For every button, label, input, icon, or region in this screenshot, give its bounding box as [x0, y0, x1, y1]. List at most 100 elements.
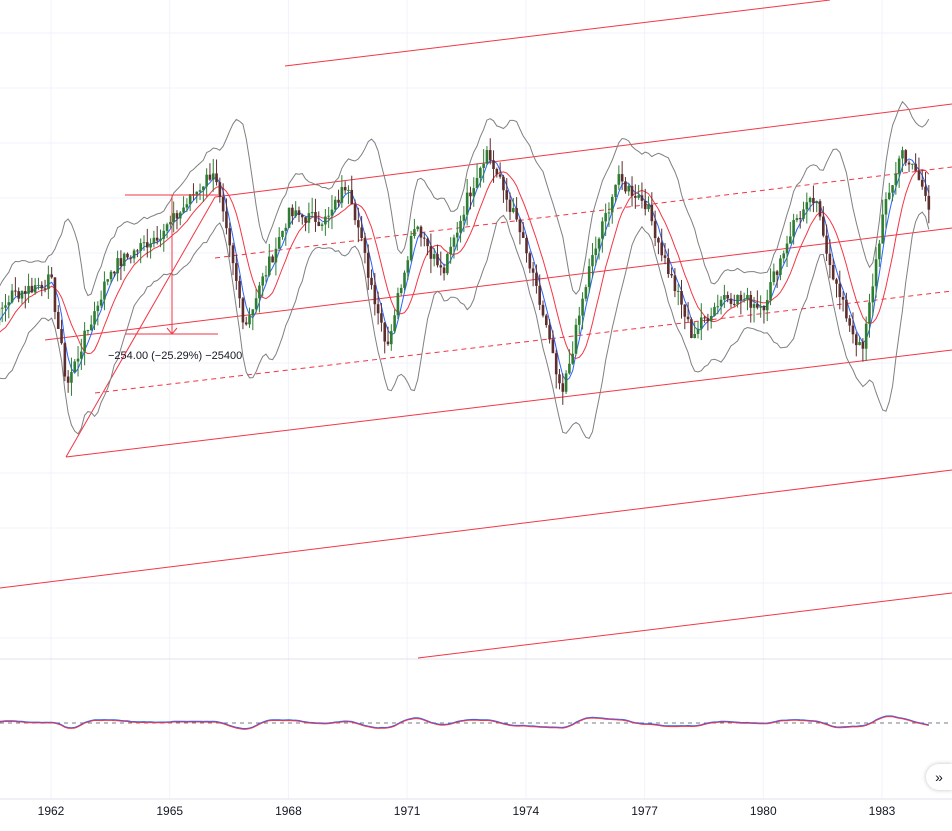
- candle-body[interactable]: [575, 325, 578, 354]
- candle-body[interactable]: [317, 222, 320, 226]
- candle-body[interactable]: [618, 174, 621, 185]
- candle-body[interactable]: [50, 274, 53, 277]
- candle-body[interactable]: [139, 243, 142, 251]
- candle-body[interactable]: [736, 295, 739, 304]
- candle-body[interactable]: [499, 174, 502, 176]
- candle-body[interactable]: [172, 213, 175, 222]
- candle-body[interactable]: [901, 150, 904, 158]
- candle-body[interactable]: [898, 158, 901, 173]
- candle-body[interactable]: [70, 372, 73, 383]
- candle-body[interactable]: [466, 193, 469, 215]
- candle-body[interactable]: [769, 282, 772, 300]
- candle-body[interactable]: [400, 288, 403, 293]
- candle-body[interactable]: [555, 353, 558, 374]
- candle-body[interactable]: [100, 300, 103, 306]
- candle-body[interactable]: [799, 218, 802, 219]
- candle-body[interactable]: [489, 150, 492, 160]
- candle-body[interactable]: [621, 174, 624, 181]
- candle-body[interactable]: [146, 242, 149, 247]
- candle-body[interactable]: [786, 244, 789, 254]
- candle-body[interactable]: [479, 168, 482, 178]
- candle-body[interactable]: [921, 180, 924, 187]
- candle-body[interactable]: [456, 233, 459, 238]
- candle-body[interactable]: [713, 307, 716, 316]
- candle-body[interactable]: [720, 300, 723, 306]
- candle-body[interactable]: [57, 312, 60, 329]
- candle-body[interactable]: [321, 224, 324, 226]
- candle-body[interactable]: [664, 255, 667, 258]
- candle-body[interactable]: [350, 190, 353, 204]
- candle-body[interactable]: [759, 306, 762, 308]
- candle-body[interactable]: [674, 275, 677, 291]
- candle-body[interactable]: [87, 330, 90, 331]
- candle-body[interactable]: [37, 285, 40, 286]
- candle-body[interactable]: [568, 364, 571, 374]
- candle-body[interactable]: [304, 217, 307, 223]
- candle-body[interactable]: [453, 237, 456, 246]
- candle-body[interactable]: [726, 295, 729, 299]
- candle-body[interactable]: [614, 185, 617, 197]
- channel-outer-lower-line[interactable]: [0, 470, 952, 588]
- candle-body[interactable]: [420, 227, 423, 238]
- candle-body[interactable]: [205, 175, 208, 187]
- candle-body[interactable]: [357, 220, 360, 227]
- candle-body[interactable]: [928, 196, 931, 210]
- candle-body[interactable]: [275, 249, 278, 263]
- candle-body[interactable]: [397, 293, 400, 315]
- candle-body[interactable]: [918, 171, 921, 180]
- candle-body[interactable]: [271, 256, 274, 262]
- candle-body[interactable]: [27, 286, 30, 294]
- candle-body[interactable]: [852, 326, 855, 335]
- candle-body[interactable]: [604, 213, 607, 221]
- candle-body[interactable]: [331, 210, 334, 216]
- candle-body[interactable]: [796, 218, 799, 220]
- candle-body[interactable]: [472, 188, 475, 196]
- candle-body[interactable]: [93, 311, 96, 324]
- candle-body[interactable]: [232, 245, 235, 263]
- candle-body[interactable]: [561, 383, 564, 392]
- candle-body[interactable]: [637, 195, 640, 198]
- candle-body[interactable]: [509, 200, 512, 212]
- candle-body[interactable]: [631, 186, 634, 196]
- candle-body[interactable]: [835, 279, 838, 283]
- candle-body[interactable]: [377, 304, 380, 313]
- candle-body[interactable]: [519, 219, 522, 232]
- candle-body[interactable]: [703, 317, 706, 318]
- candle-body[interactable]: [838, 284, 841, 297]
- candle-body[interactable]: [54, 277, 57, 312]
- candle-body[interactable]: [1, 308, 4, 309]
- candle-body[interactable]: [654, 221, 657, 238]
- scroll-to-realtime-button[interactable]: »: [926, 764, 952, 790]
- candle-body[interactable]: [469, 193, 472, 197]
- candle-body[interactable]: [716, 306, 719, 307]
- candle-body[interactable]: [159, 239, 162, 241]
- candle-body[interactable]: [463, 215, 466, 221]
- candle-body[interactable]: [548, 325, 551, 339]
- candle-body[interactable]: [904, 150, 907, 162]
- candle-body[interactable]: [542, 305, 545, 316]
- candle-body[interactable]: [407, 260, 410, 272]
- candle-body[interactable]: [47, 274, 50, 289]
- candle-body[interactable]: [83, 331, 86, 352]
- candle-body[interactable]: [291, 208, 294, 216]
- candle-body[interactable]: [126, 254, 129, 258]
- candle-body[interactable]: [413, 229, 416, 236]
- candle-body[interactable]: [123, 254, 126, 266]
- candle-body[interactable]: [733, 304, 736, 305]
- candle-body[interactable]: [133, 250, 136, 258]
- candle-body[interactable]: [690, 319, 693, 338]
- candle-body[interactable]: [261, 276, 264, 285]
- candle-body[interactable]: [21, 291, 24, 299]
- candle-body[interactable]: [538, 286, 541, 305]
- candle-body[interactable]: [11, 291, 14, 303]
- candle-body[interactable]: [558, 374, 561, 383]
- candle-body[interactable]: [677, 291, 680, 292]
- candle-body[interactable]: [301, 215, 304, 217]
- candle-body[interactable]: [162, 231, 165, 239]
- candle-body[interactable]: [806, 202, 809, 209]
- candle-body[interactable]: [496, 169, 499, 174]
- candle-body[interactable]: [535, 273, 538, 286]
- candle-body[interactable]: [238, 281, 241, 298]
